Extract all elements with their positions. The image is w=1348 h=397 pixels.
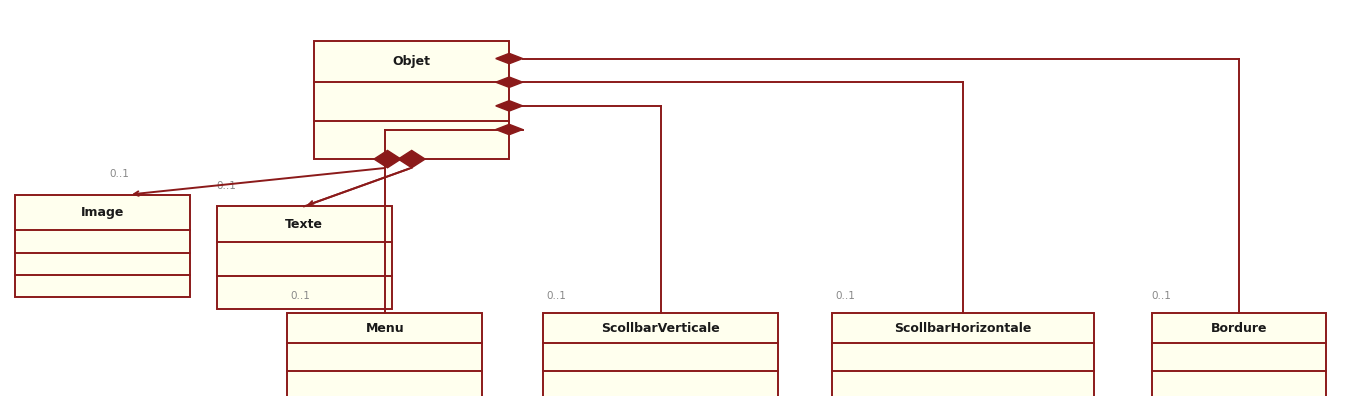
Polygon shape [398,150,425,168]
Bar [217,206,391,309]
Text: Texte: Texte [284,218,324,231]
Text: Image: Image [81,206,124,219]
Text: 0..1: 0..1 [836,291,855,301]
Polygon shape [496,53,523,64]
Bar [287,313,483,397]
Bar [543,313,778,397]
Text: Bordure: Bordure [1211,322,1267,335]
Bar [1151,313,1326,397]
Text: Objet: Objet [392,55,430,68]
Polygon shape [373,150,400,168]
Text: ScollbarHorizontale: ScollbarHorizontale [895,322,1033,335]
Text: 0..1: 0..1 [546,291,566,301]
Bar [314,41,510,159]
Polygon shape [496,124,523,135]
Text: 0..1: 0..1 [109,169,129,179]
Text: Menu: Menu [365,322,404,335]
Bar [15,195,190,297]
Text: 0..1: 0..1 [1151,291,1171,301]
Text: ScollbarVerticale: ScollbarVerticale [601,322,720,335]
Text: 0..1: 0..1 [291,291,310,301]
Polygon shape [496,101,523,111]
Text: 0..1: 0..1 [217,181,236,191]
Polygon shape [496,77,523,87]
Bar [832,313,1095,397]
